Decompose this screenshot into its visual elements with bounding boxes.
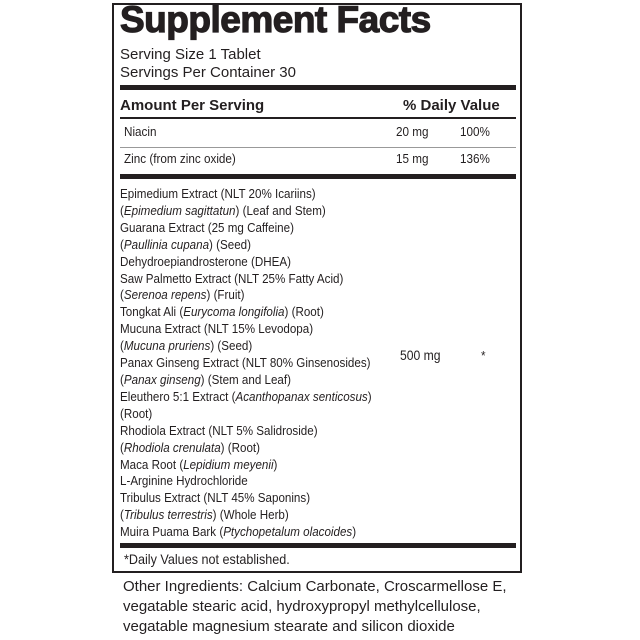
ingredient-line: (Mucuna pruriens) (Seed) <box>120 338 372 355</box>
botanical-name: Panax ginseng <box>123 371 201 387</box>
nutrient-dv: 136% <box>460 151 490 166</box>
botanical-name: Tribulus terrestris <box>123 507 213 523</box>
ingredient-text: Panax Ginseng Extract (NLT 80% Ginsenosi… <box>120 355 371 371</box>
servings-per-container: Servings Per Container 30 <box>120 64 296 81</box>
ingredient-text: (Root) <box>120 405 153 421</box>
proprietary-blend-list: Epimedium Extract (NLT 20% Icariins) (Epi… <box>120 186 372 541</box>
thick-divider <box>120 543 516 548</box>
other-ingredients-line: Other Ingredients: Calcium Carbonate, Cr… <box>123 578 507 595</box>
ingredient-line: Muira Puama Bark (Ptychopetalum olacoide… <box>120 524 372 541</box>
ingredient-text: ( <box>120 439 124 455</box>
blend-amount: 500 mg <box>400 348 441 363</box>
ingredient-text: ) (Whole Herb) <box>212 507 289 523</box>
botanical-name: Eurycoma longifolia <box>183 304 285 320</box>
footnote: *Daily Values not established. <box>124 551 290 567</box>
ingredient-line: (Tribulus terrestris) (Whole Herb) <box>120 507 372 524</box>
ingredient-text: ) <box>367 388 372 404</box>
ingredient-text: ) (Leaf and Stem) <box>235 202 326 218</box>
ingredient-line: Dehydroepiandrosterone (DHEA) <box>120 254 372 271</box>
row-divider <box>120 147 516 148</box>
ingredient-text: ( <box>120 287 124 303</box>
ingredient-text: ( <box>120 202 124 218</box>
ingredient-text: Epimedium Extract (NLT 20% Icariins) <box>120 186 316 201</box>
ingredient-text: ) <box>352 524 357 540</box>
ingredient-text: ( <box>120 236 124 252</box>
ingredient-text: Tribulus Extract (NLT 45% Saponins) <box>120 490 311 506</box>
ingredient-line: Guarana Extract (25 mg Caffeine) <box>120 220 372 237</box>
ingredient-text: Mucuna Extract (NLT 15% Levodopa) <box>120 321 314 337</box>
botanical-name: Paullinia cupana <box>123 236 210 252</box>
botanical-name: Rhodiola crenulata <box>123 439 221 455</box>
other-ingredients-line: vegatable stearic acid, hydroxypropyl me… <box>123 598 481 615</box>
nutrient-dv: 100% <box>460 124 490 139</box>
botanical-name: Lepidium meyenii <box>183 456 274 472</box>
ingredient-text: Saw Palmetto Extract (NLT 25% Fatty Acid… <box>120 270 344 286</box>
ingredient-line: (Epimedium sagittatun) (Leaf and Stem) <box>120 203 372 220</box>
ingredient-line: Panax Ginseng Extract (NLT 80% Ginsenosi… <box>120 355 372 372</box>
ingredient-line: (Serenoa repens) (Fruit) <box>120 287 372 304</box>
serving-size: Serving Size 1 Tablet <box>120 46 261 63</box>
botanical-name: Mucuna pruriens <box>123 338 211 354</box>
ingredient-text: Muira Puama Bark ( <box>120 524 224 540</box>
ingredient-line: Eleuthero 5:1 Extract (Acanthopanax sent… <box>120 389 372 406</box>
ingredient-text: ) (Seed) <box>209 236 251 252</box>
botanical-name: Serenoa repens <box>123 287 207 303</box>
ingredient-line: Maca Root (Lepidium meyenii) <box>120 457 372 474</box>
ingredient-text: ( <box>120 371 124 387</box>
ingredient-text: Rhodiola Extract (NLT 5% Salidroside) <box>120 422 318 438</box>
ingredient-line: Epimedium Extract (NLT 20% Icariins) <box>120 186 372 203</box>
ingredient-text: Eleuthero 5:1 Extract ( <box>120 388 236 404</box>
ingredient-text: ) (Stem and Leaf) <box>200 371 291 387</box>
ingredient-text: Guarana Extract (25 mg Caffeine) <box>120 219 294 235</box>
ingredient-line: L-Arginine Hydrochloride <box>120 473 372 490</box>
ingredient-line: (Root) <box>120 406 372 423</box>
ingredient-text: ( <box>120 507 124 523</box>
ingredient-text: ) (Seed) <box>210 338 253 354</box>
ingredient-text: L-Arginine Hydrochloride <box>120 473 248 489</box>
ingredient-line: (Panax ginseng) (Stem and Leaf) <box>120 372 372 389</box>
ingredient-line: Saw Palmetto Extract (NLT 25% Fatty Acid… <box>120 271 372 288</box>
nutrient-amount: 15 mg <box>396 151 429 166</box>
ingredient-line: Tribulus Extract (NLT 45% Saponins) <box>120 490 372 507</box>
botanical-name: Epimedium sagittatun <box>123 202 236 218</box>
ingredient-line: Tongkat Ali (Eurycoma longifolia) (Root) <box>120 304 372 321</box>
amount-per-serving-header: Amount Per Serving <box>120 97 265 114</box>
ingredient-line: Mucuna Extract (NLT 15% Levodopa) <box>120 321 372 338</box>
botanical-name: Ptychopetalum olacoides <box>223 524 353 540</box>
ingredient-text: ) (Root) <box>284 304 324 320</box>
panel-title: Supplement Facts <box>119 0 431 41</box>
ingredient-text: ( <box>120 338 124 354</box>
blend-dv: * <box>481 348 486 363</box>
other-ingredients: Other Ingredients: Calcium Carbonate, Cr… <box>123 577 507 637</box>
ingredient-line: (Paullinia cupana) (Seed) <box>120 237 372 254</box>
ingredient-text: Tongkat Ali ( <box>120 304 184 320</box>
daily-value-header: % Daily Value <box>403 97 500 114</box>
ingredient-line: Rhodiola Extract (NLT 5% Salidroside) <box>120 423 372 440</box>
ingredient-text: ) (Fruit) <box>206 287 245 303</box>
nutrient-amount: 20 mg <box>396 124 429 139</box>
header-divider <box>120 117 516 119</box>
supplement-facts-panel: Supplement Facts Serving Size 1 Tablet S… <box>112 0 522 573</box>
nutrient-name: Zinc (from zinc oxide) <box>124 151 236 166</box>
ingredient-text: Maca Root ( <box>120 456 184 472</box>
thick-divider <box>120 85 516 90</box>
ingredient-line: (Rhodiola crenulata) (Root) <box>120 440 372 457</box>
ingredient-text: ) (Root) <box>220 439 261 455</box>
thick-divider <box>120 174 516 179</box>
ingredient-text: ) <box>273 456 278 472</box>
other-ingredients-line: vegatable magnesium stearate and silicon… <box>123 618 455 635</box>
botanical-name: Acanthopanax senticosus <box>235 388 368 404</box>
nutrient-name: Niacin <box>124 124 157 139</box>
ingredient-text: Dehydroepiandrosterone (DHEA) <box>120 253 291 269</box>
